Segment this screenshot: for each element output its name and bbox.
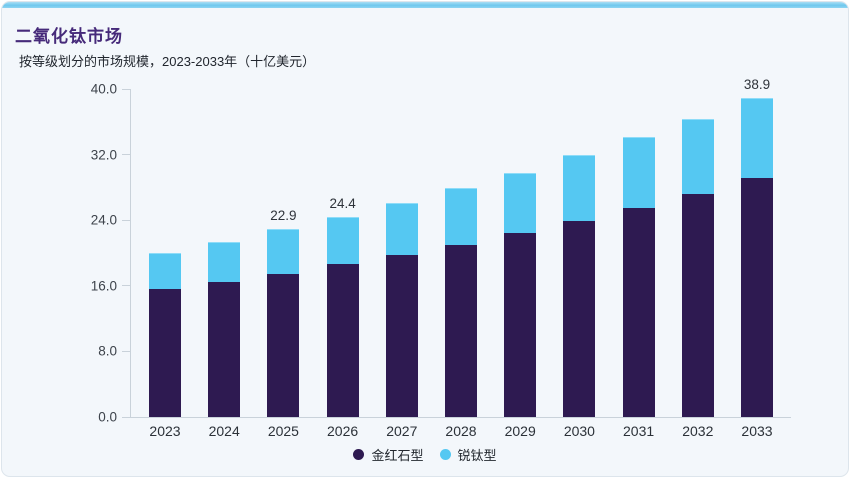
bar-segment-rutile-2032[interactable] xyxy=(681,193,714,417)
stacked-bar-2027[interactable] xyxy=(385,202,418,417)
y-axis-tick-mark xyxy=(122,219,130,221)
y-axis-tick-mark xyxy=(122,88,130,90)
bar-segment-anatase-2027[interactable] xyxy=(385,202,418,255)
stacked-bar-2032[interactable] xyxy=(681,118,714,417)
chart-title: 二氧化钛市场 xyxy=(15,27,123,46)
x-axis-label-2025: 2025 xyxy=(267,423,299,439)
stacked-bar-2024[interactable] xyxy=(208,241,241,417)
x-axis-label-2027: 2027 xyxy=(386,423,418,439)
bar-segment-anatase-2030[interactable] xyxy=(563,155,596,222)
stacked-bar-2031[interactable] xyxy=(622,137,655,417)
rutile-legend-dot-icon xyxy=(353,449,365,460)
y-axis-tick-label: 24.0 xyxy=(90,212,117,228)
y-axis-tick-mark xyxy=(122,154,130,156)
chart-subtitle: 按等级划分的市场规模，2023-2033年（十亿美元） xyxy=(19,54,316,69)
bar-segment-rutile-2033[interactable] xyxy=(741,178,773,417)
y-axis-tick-label: 32.0 xyxy=(90,147,117,163)
x-axis-label-2033: 2033 xyxy=(741,423,773,439)
chart-header: 二氧化钛市场 按等级划分的市场规模，2023-2033年（十亿美元） xyxy=(15,22,315,70)
stacked-bar-2030[interactable] xyxy=(563,155,596,417)
bar-total-label-2026: 24.4 xyxy=(329,195,356,211)
x-axis-label-2026: 2026 xyxy=(327,423,359,439)
anatase-legend-dot-icon xyxy=(439,449,451,460)
bar-segment-anatase-2024[interactable] xyxy=(208,241,241,282)
legend-item-rutile[interactable]: 金红石型 xyxy=(353,445,424,464)
top-accent-bar xyxy=(2,2,848,8)
y-axis-tick-label: 8.0 xyxy=(98,343,117,359)
bar-segment-rutile-2027[interactable] xyxy=(385,254,418,417)
x-axis-label-2029: 2029 xyxy=(504,423,536,439)
bar-segment-rutile-2028[interactable] xyxy=(445,244,477,417)
stacked-bar-2033[interactable]: 38.9 xyxy=(741,77,773,417)
bar-segment-rutile-2031[interactable] xyxy=(622,207,655,417)
legend-label-anatase: 锐钛型 xyxy=(457,448,497,463)
stacked-bar-2023[interactable] xyxy=(149,253,181,417)
bar-segment-rutile-2030[interactable] xyxy=(563,221,596,417)
bar-total-label-2033: 38.9 xyxy=(743,77,771,93)
x-axis-label-2028: 2028 xyxy=(445,423,477,439)
x-axis-label-2031: 2031 xyxy=(623,423,655,439)
stacked-bar-2025[interactable]: 22.9 xyxy=(267,208,300,417)
y-axis-tick-mark xyxy=(122,350,130,352)
y-axis-tick-label: 40.0 xyxy=(90,81,117,97)
bar-segment-rutile-2026[interactable] xyxy=(326,264,359,417)
x-axis-label-2023: 2023 xyxy=(149,423,181,439)
legend-item-anatase[interactable]: 锐钛型 xyxy=(439,445,497,464)
bar-total-label-2025: 22.9 xyxy=(270,208,297,224)
x-axis-label-2032: 2032 xyxy=(682,423,714,439)
legend: 金红石型 锐钛型 xyxy=(2,445,848,464)
bar-segment-anatase-2033[interactable] xyxy=(741,98,773,179)
bar-segment-anatase-2026[interactable] xyxy=(326,216,359,265)
plot-area: 0.0 8.0 16.0 24.0 32.0 40.0 22.9 24.4 38.9 2023… xyxy=(91,77,791,439)
bar-segment-anatase-2023[interactable] xyxy=(149,253,181,290)
y-axis-tick-label: 16.0 xyxy=(90,278,117,294)
bar-segment-anatase-2028[interactable] xyxy=(445,188,477,245)
x-axis-label-2024: 2024 xyxy=(208,423,240,439)
stacked-bar-2028[interactable] xyxy=(445,188,477,417)
y-axis-tick-mark xyxy=(122,285,130,287)
bar-segment-anatase-2031[interactable] xyxy=(622,137,655,208)
x-axis-label-2030: 2030 xyxy=(563,423,595,439)
y-axis-tick-mark xyxy=(122,416,130,418)
bar-segment-rutile-2023[interactable] xyxy=(149,289,181,417)
legend-label-rutile: 金红石型 xyxy=(371,448,424,463)
y-axis-tick-label: 0.0 xyxy=(98,409,117,425)
stacked-bar-2026[interactable]: 24.4 xyxy=(326,196,359,417)
bar-segment-anatase-2029[interactable] xyxy=(504,172,537,234)
bar-segment-rutile-2025[interactable] xyxy=(267,273,300,417)
bar-segment-anatase-2032[interactable] xyxy=(681,118,714,194)
bar-segment-rutile-2029[interactable] xyxy=(504,233,537,417)
stacked-bar-2029[interactable] xyxy=(504,172,537,417)
bar-segment-anatase-2025[interactable] xyxy=(267,229,300,274)
bar-segment-rutile-2024[interactable] xyxy=(208,281,241,417)
